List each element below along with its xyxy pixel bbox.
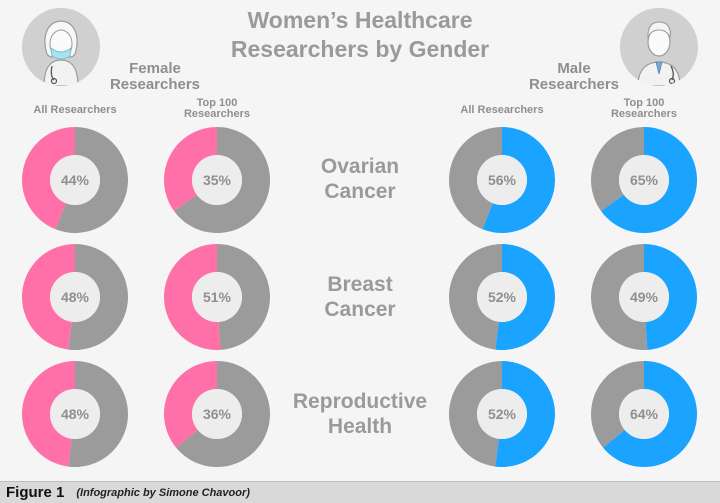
breast-cancer-female-top100-center	[192, 272, 242, 322]
breast-cancer-female-top100-value-label: 51%	[203, 289, 232, 305]
chart-title-line1: Women’s Healthcare	[247, 7, 473, 33]
breast-cancer-male-top100-remainder-slice	[591, 244, 648, 350]
ovarian-cancer-male-top100-value-label: 65%	[630, 172, 659, 188]
breast-cancer-female-all-slice	[21, 244, 75, 350]
chart-title-line2: Researchers by Gender	[230, 36, 490, 62]
reproductive-health-female-top100-slice	[163, 361, 217, 448]
row-label-reproductive-line2: Health	[327, 415, 393, 438]
row-label-breast: Breast Cancer	[260, 272, 460, 322]
breast-cancer-male-top100-slice	[644, 244, 698, 350]
ovarian-cancer-female-top100-remainder-slice	[174, 127, 270, 234]
ovarian-cancer-female-top100-value-label: 35%	[203, 172, 232, 188]
reproductive-health-male-all-remainder-slice	[448, 361, 502, 467]
reproductive-health-female-top100-remainder-slice	[176, 361, 270, 467]
female-label-line2: Researchers	[109, 76, 201, 93]
breast-cancer-female-all-value-label: 48%	[61, 289, 90, 305]
breast-cancer-male-top100-value-label: 49%	[630, 289, 659, 305]
ovarian-cancer-female-top100-center	[192, 155, 242, 205]
row-label-ovarian: Ovarian Cancer	[260, 154, 460, 204]
breast-cancer-male-all-value-label: 52%	[488, 289, 517, 305]
figure-label: Figure 1	[6, 484, 65, 501]
reproductive-health-male-all-value-label: 52%	[488, 406, 517, 422]
reproductive-health-male-all-slice	[495, 361, 555, 467]
ovarian-cancer-male-top100-slice	[601, 127, 697, 233]
chart-title: Women’s Healthcare Researchers by Gender	[200, 6, 520, 64]
row-label-ovarian-line1: Ovarian	[320, 155, 400, 178]
breast-cancer-female-top100-slice	[164, 244, 221, 350]
male-group-label: Male Researchers	[514, 61, 634, 93]
ovarian-cancer-female-all-slice	[21, 127, 75, 230]
reproductive-health-male-top100-slice	[603, 361, 698, 467]
male-col-top-line1: Top 100	[623, 97, 665, 109]
ovarian-cancer-female-top100-slice	[164, 127, 217, 212]
ovarian-cancer-male-top100-center	[619, 155, 669, 205]
reproductive-health-female-all-center	[50, 389, 100, 439]
row-label-ovarian-line2: Cancer	[324, 180, 396, 203]
ovarian-cancer-male-all-slice	[482, 127, 555, 233]
breast-cancer-female-all-center	[50, 272, 100, 322]
reproductive-health-male-top100-value-label: 64%	[630, 406, 659, 422]
ovarian-cancer-female-all-remainder-slice	[55, 127, 129, 233]
female-label-line1: Female	[129, 60, 181, 77]
breast-cancer-male-all-slice	[495, 244, 555, 350]
male-researcher-icon	[620, 8, 698, 86]
male-col-top-label: Top 100 Researchers	[584, 98, 704, 120]
reproductive-health-female-all-value-label: 48%	[61, 406, 90, 422]
female-col-top-line2: Researchers	[183, 108, 251, 120]
ovarian-cancer-male-all-value-label: 56%	[488, 172, 517, 188]
male-label-line2: Researchers	[528, 76, 620, 93]
breast-cancer-male-all-remainder-slice	[448, 244, 502, 350]
reproductive-health-female-top100-value-label: 36%	[203, 406, 232, 422]
reproductive-health-female-top100-center	[192, 389, 242, 439]
male-col-all-label: All Researchers	[460, 104, 544, 116]
row-label-breast-line1: Breast	[327, 273, 393, 296]
row-label-breast-line2: Cancer	[324, 298, 396, 321]
female-group-label: Female Researchers	[95, 61, 215, 93]
breast-cancer-female-top100-remainder-slice	[217, 244, 271, 350]
row-label-reproductive-line1: Reproductive	[292, 390, 428, 413]
breast-cancer-male-all-center	[477, 272, 527, 322]
donut-charts: 44% 35% 56% 65% 48% 51% 52% 49% 48% 36% 52% 64%	[21, 127, 698, 467]
reproductive-health-male-all-center	[477, 389, 527, 439]
breast-cancer-female-all-remainder-slice	[68, 244, 128, 350]
female-col-all-label: All Researchers	[33, 104, 117, 116]
male-label-line1: Male	[557, 60, 591, 77]
female-col-top-line1: Top 100	[196, 97, 238, 109]
ovarian-cancer-male-all-center	[477, 155, 527, 205]
male-col-top-line2: Researchers	[610, 108, 678, 120]
ovarian-cancer-male-all-remainder-slice	[448, 127, 502, 230]
female-researcher-icon	[22, 8, 100, 86]
female-col-top-label: Top 100 Researchers	[157, 98, 277, 120]
figure-caption-bar: Figure 1 (Infographic by Simone Chavoor)	[0, 481, 720, 503]
ovarian-cancer-female-all-value-label: 44%	[61, 172, 90, 188]
ovarian-cancer-male-top100-remainder-slice	[591, 127, 644, 212]
reproductive-health-male-top100-remainder-slice	[591, 361, 644, 448]
figure-credit: (Infographic by Simone Chavoor)	[76, 486, 250, 499]
breast-cancer-male-top100-center	[619, 272, 669, 322]
ovarian-cancer-female-all-center	[50, 155, 100, 205]
reproductive-health-female-all-slice	[21, 361, 75, 467]
reproductive-health-male-top100-center	[619, 389, 669, 439]
reproductive-health-female-all-remainder-slice	[68, 361, 128, 467]
row-label-reproductive: Reproductive Health	[260, 389, 460, 439]
